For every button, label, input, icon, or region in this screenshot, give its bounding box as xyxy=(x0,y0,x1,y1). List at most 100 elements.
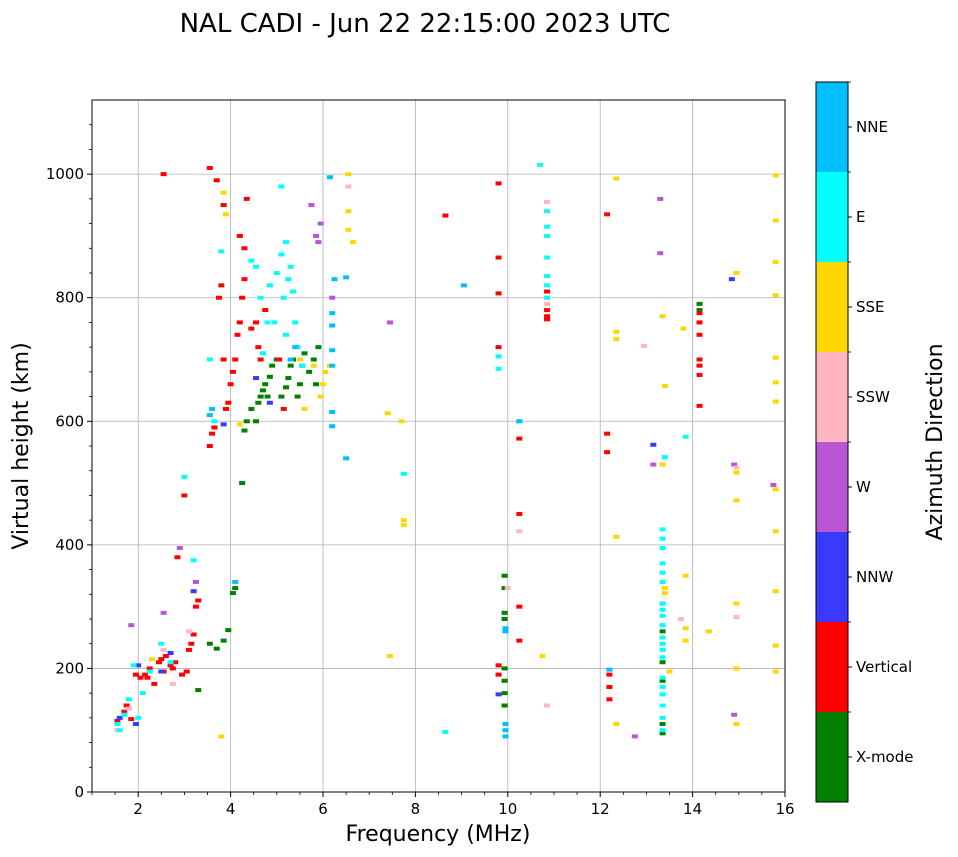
x-tick-label: 14 xyxy=(683,800,702,818)
echo-point-ssw xyxy=(544,199,551,204)
echo-point-e xyxy=(495,366,502,371)
echo-point-nnw xyxy=(135,663,142,668)
colorbar-label: NNW xyxy=(856,568,893,586)
colorbar-frame xyxy=(815,81,849,803)
y-axis-label: Virtual height (km) xyxy=(9,342,34,549)
echo-point-ssw xyxy=(733,615,740,620)
echo-point-vertical xyxy=(183,669,190,674)
colorbar-label: NNE xyxy=(856,118,888,136)
echo-point-e xyxy=(659,607,666,612)
echo-point-vertical xyxy=(232,357,239,362)
echo-point-vertical xyxy=(186,647,193,652)
echo-point-vertical xyxy=(495,291,502,296)
echo-point-sse xyxy=(310,363,317,368)
echo-point-sse xyxy=(772,669,779,674)
echo-point-vertical xyxy=(606,672,613,677)
echo-point-e xyxy=(659,655,666,660)
echo-point-x-mode xyxy=(501,691,508,696)
echo-point-sse xyxy=(613,534,620,539)
echo-point-vertical xyxy=(222,406,229,411)
echo-point-vertical xyxy=(179,672,186,677)
echo-point-sse xyxy=(613,722,620,727)
echo-point-e xyxy=(659,579,666,584)
echo-point-vertical xyxy=(253,320,260,325)
echo-point-vertical xyxy=(606,697,613,702)
y-tick-label: 200 xyxy=(55,659,84,677)
echo-point-vertical xyxy=(516,436,523,441)
echo-point-vertical xyxy=(121,709,128,714)
plot-area: 2 4 6 8 10 12 14 16 0 200 400 600 800 1000 xyxy=(46,99,795,818)
echo-point-x-mode xyxy=(243,419,250,424)
echo-point-sse xyxy=(772,399,779,404)
echo-point-x-mode xyxy=(232,586,239,591)
echo-point-e xyxy=(283,332,290,337)
echo-point-e xyxy=(544,274,551,279)
echo-point-sse xyxy=(301,406,308,411)
echo-point-x-mode xyxy=(501,678,508,683)
echo-point-x-mode xyxy=(659,731,666,736)
echo-point-vertical xyxy=(151,681,158,686)
echo-point-ssw xyxy=(516,529,523,534)
echo-point-e xyxy=(659,623,666,628)
echo-point-nne xyxy=(606,667,613,672)
echo-point-e xyxy=(278,252,285,257)
echo-point-nne xyxy=(292,345,299,350)
x-tick-label: 8 xyxy=(411,800,421,818)
echo-point-e xyxy=(181,474,188,479)
echo-point-ssw xyxy=(544,301,551,306)
echo-point-vertical xyxy=(544,308,551,313)
echo-point-vertical xyxy=(696,363,703,368)
echo-point-vertical xyxy=(220,203,227,208)
echo-point-nne xyxy=(502,722,509,727)
x-tick-label: 6 xyxy=(318,800,328,818)
echo-point-e xyxy=(659,635,666,640)
echo-point-sse xyxy=(296,357,303,362)
echo-point-ssw xyxy=(345,184,352,189)
echo-point-x-mode xyxy=(659,660,666,665)
echo-point-e xyxy=(121,712,128,717)
echo-point-w xyxy=(657,196,664,201)
echo-point-x-mode xyxy=(257,394,264,399)
echo-point-vertical xyxy=(248,326,255,331)
echo-point-nnw xyxy=(495,692,502,697)
echo-point-vertical xyxy=(195,598,202,603)
echo-point-w xyxy=(192,579,199,584)
echo-point-e xyxy=(400,471,407,476)
echo-point-x-mode xyxy=(313,382,320,387)
echo-point-e xyxy=(659,692,666,697)
echo-point-sse xyxy=(705,629,712,634)
echo-point-sse xyxy=(220,190,227,195)
echo-point-vertical xyxy=(181,493,188,498)
colorbar-label: SSW xyxy=(856,388,890,406)
echo-point-sse xyxy=(733,498,740,503)
echo-point-w xyxy=(308,203,315,208)
echo-point-w xyxy=(650,462,657,467)
echo-point-x-mode xyxy=(283,385,290,390)
echo-point-sse xyxy=(772,293,779,298)
echo-point-e xyxy=(190,558,197,563)
echo-point-e xyxy=(544,224,551,229)
echo-point-x-mode xyxy=(310,357,317,362)
colorbar-label: X-mode xyxy=(856,748,913,766)
echo-point-x-mode xyxy=(239,481,246,486)
colorbar-label: Vertical xyxy=(856,658,912,676)
echo-point-ssw xyxy=(169,681,176,686)
echo-point-w xyxy=(317,221,324,226)
echo-point-sse xyxy=(222,212,229,217)
echo-point-x-mode xyxy=(278,394,285,399)
echo-point-e xyxy=(218,249,225,254)
echo-point-e xyxy=(659,545,666,550)
echo-point-sse xyxy=(772,218,779,223)
echo-point-sse xyxy=(680,326,687,331)
echo-point-e xyxy=(289,289,296,294)
echo-point-w xyxy=(731,712,738,717)
echo-point-vertical xyxy=(495,672,502,677)
echo-point-x-mode xyxy=(266,374,273,379)
echo-point-x-mode xyxy=(501,586,508,591)
echo-point-vertical xyxy=(604,450,611,455)
echo-point-vertical xyxy=(234,332,241,337)
echo-point-x-mode xyxy=(255,400,262,405)
echo-point-ssw xyxy=(678,617,685,621)
echo-point-x-mode xyxy=(287,363,294,368)
echo-point-e xyxy=(544,255,551,260)
